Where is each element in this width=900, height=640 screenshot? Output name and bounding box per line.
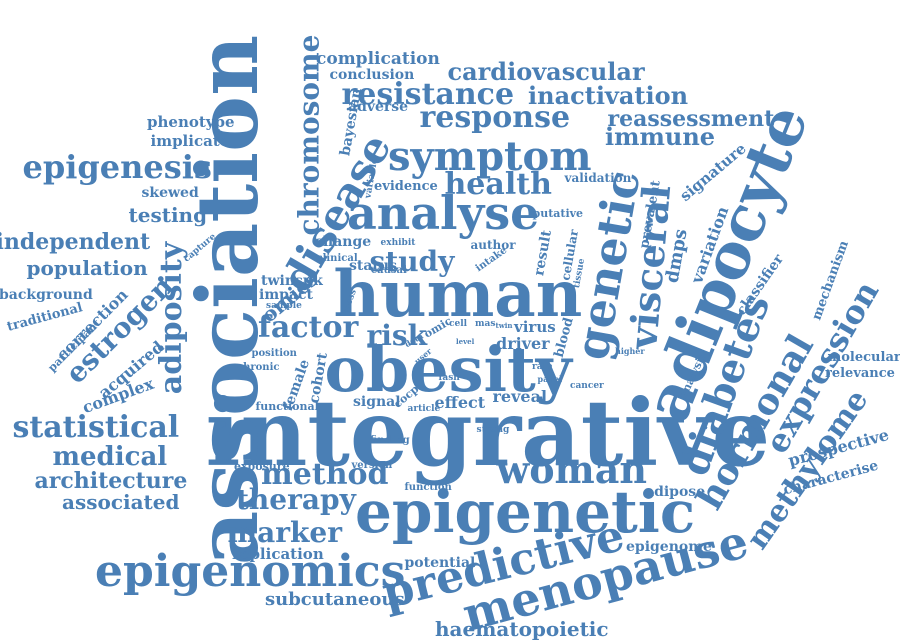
word-inactivation: inactivation: [528, 81, 689, 110]
word-factor: factor: [258, 310, 359, 345]
word-skewed: skewed: [141, 185, 199, 201]
word-strong: strong: [476, 424, 510, 435]
word-analyse: analyse: [347, 186, 540, 240]
word-testing: testing: [128, 203, 208, 227]
word-cancer: cancer: [570, 380, 604, 391]
word-function: function: [404, 482, 452, 493]
word-molecular: molecular: [827, 349, 900, 365]
word-integrative: integrative: [205, 379, 771, 487]
word-woman: woman: [496, 447, 648, 492]
word-higher: higher: [615, 346, 645, 356]
word-author: author: [470, 238, 516, 252]
word-twin: twin: [495, 320, 513, 330]
word-change: change: [314, 234, 372, 250]
word-architecture: architecture: [34, 468, 188, 494]
word-relevance: relevance: [825, 365, 895, 381]
word-panel: panel: [537, 374, 563, 384]
word-response: response: [419, 100, 571, 135]
word-health: health: [444, 167, 552, 202]
word-independent: independent: [0, 229, 151, 255]
word-subcutaneous: subcutaneous: [265, 589, 405, 610]
word-effect: effect: [434, 393, 486, 412]
word-medical: medical: [52, 442, 168, 472]
word-reveal: reveal: [492, 387, 548, 406]
word-mas: mas: [475, 318, 496, 329]
word-chronic: chronic: [237, 362, 280, 373]
word-immune: immune: [605, 122, 716, 151]
word-phenotype: phenotype: [147, 112, 235, 131]
word-associated: associated: [62, 490, 180, 514]
word-replication: replication: [232, 544, 324, 563]
word-human: human: [333, 257, 583, 332]
word-driver: driver: [496, 334, 550, 353]
word-level: level: [456, 336, 475, 346]
word-risk: risk: [366, 319, 428, 352]
word-status: status: [349, 258, 397, 274]
word-complication: complication: [316, 48, 440, 69]
word-impact: impact: [259, 287, 313, 303]
word-validation: validation: [564, 171, 632, 185]
word-adipose: adipose: [645, 484, 706, 500]
word-adverse: adverse: [348, 99, 409, 115]
word-background: background: [0, 287, 93, 303]
word-virus: virus: [514, 317, 556, 336]
word-twinsuk: twinsuk: [261, 273, 323, 289]
word-reassessment: reassessment: [607, 106, 775, 132]
word-epigenome: epigenome: [626, 539, 712, 555]
word-statistical: statistical: [12, 410, 180, 445]
word-resistance: resistance: [341, 77, 515, 112]
word-exhibit: exhibit: [380, 237, 416, 248]
word-epigenesis: epigenesis: [22, 148, 212, 186]
word-cell: cell: [449, 318, 468, 329]
word-rate: rate: [532, 361, 553, 372]
word-epigenetic: epigenetic: [355, 478, 696, 546]
word-exposure: exposure: [234, 459, 290, 473]
word-population: population: [26, 256, 148, 280]
word-position: position: [251, 348, 297, 359]
word-method: method: [261, 457, 389, 492]
word-evidence: evidence: [374, 178, 438, 194]
word-implicate: implicate: [150, 131, 230, 150]
word-clinical: clinical: [316, 253, 358, 264]
word-version: version: [351, 460, 393, 471]
word-therapy: therapy: [236, 483, 356, 516]
word-traditional: traditional: [5, 299, 85, 335]
word-epigenomics: epigenomics: [95, 546, 406, 597]
word-causal: causal: [371, 265, 407, 276]
word-article: article: [407, 403, 441, 414]
word-putative: putative: [532, 206, 584, 220]
word-sample: sample: [266, 300, 302, 311]
word-marker: marker: [227, 516, 343, 549]
word-conclusion: conclusion: [329, 67, 415, 83]
word-finding: finding: [370, 435, 410, 446]
word-obesity: obesity: [324, 333, 572, 406]
word-haematopoietic: haematopoietic: [435, 617, 609, 640]
word-study: study: [369, 245, 455, 278]
word-potential: potential: [404, 555, 476, 571]
word-symptom: symptom: [388, 133, 592, 180]
word-adiposity: adiposity: [154, 241, 190, 395]
word-functional: functional: [255, 399, 319, 413]
word-cardiovascular: cardiovascular: [447, 57, 645, 86]
word-signal: signal: [353, 394, 401, 410]
word-fasn: fasn: [438, 372, 460, 383]
